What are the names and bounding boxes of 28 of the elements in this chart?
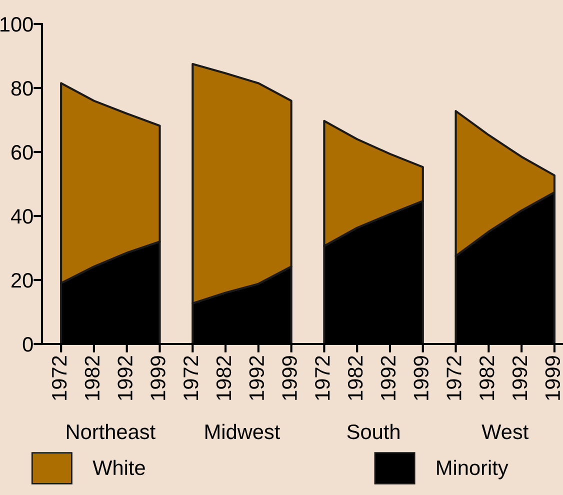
y-tick-label: 20	[12, 273, 33, 288]
text: Northeast	[66, 424, 156, 440]
x-tick-label: 1999	[282, 356, 297, 400]
y-tick-label: 0	[22, 337, 33, 352]
y-tick-label: 60	[12, 145, 33, 160]
x-tick-label: 1972	[446, 356, 462, 400]
x-tick-label: 1972	[52, 356, 67, 400]
y-tick-label: 40	[10, 209, 33, 224]
text: West	[482, 424, 529, 440]
x-tick-label: 1999	[150, 356, 166, 400]
x-tick-label: 1992	[512, 356, 528, 400]
x-tick-label: 1972	[315, 356, 330, 400]
x-tick-label: 1999	[414, 356, 428, 400]
x-tick-label: 1992	[249, 356, 264, 400]
x-tick-label: 1999	[545, 356, 560, 400]
x-tick-label: 1992	[380, 356, 396, 400]
x-tick-label: 1972	[183, 356, 198, 400]
y-tick-label: 80	[11, 81, 33, 96]
x-tick-label: 1982	[480, 356, 494, 400]
text: South	[347, 424, 400, 440]
x-tick-label: 1992	[118, 356, 132, 400]
x-tick-label: 1982	[216, 356, 232, 400]
text: Midwest	[205, 424, 280, 440]
y-tick-label: 100	[0, 17, 33, 32]
legend-label: White	[92, 460, 145, 476]
x-tick-label: 1982	[348, 356, 363, 400]
x-tick-label: 1982	[84, 356, 100, 400]
legend-label: Minority	[437, 460, 508, 480]
